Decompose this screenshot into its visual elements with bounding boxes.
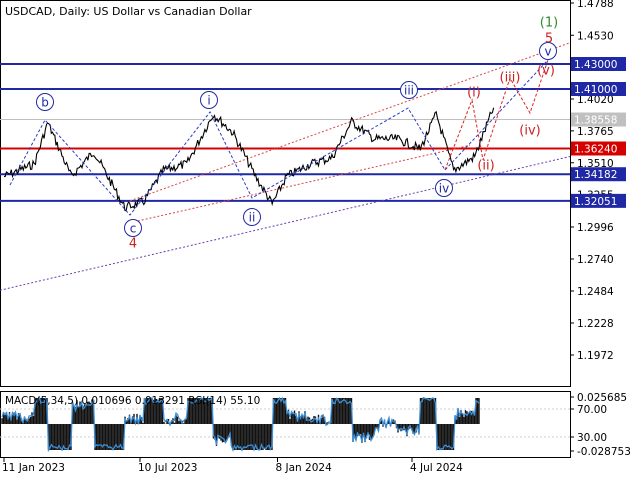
y-tick-label: 1.2740 bbox=[577, 254, 614, 266]
y-tick-label: 1.2484 bbox=[577, 286, 614, 298]
wave-label: v bbox=[544, 45, 551, 59]
wave-label: (iii) bbox=[500, 71, 521, 86]
wave-label: (1) bbox=[540, 16, 558, 31]
level-tag-label: 1.41000 bbox=[574, 84, 617, 96]
indicator-label: MACD(5,34,5) 0.010696 0.013291 RSI(14) 5… bbox=[5, 395, 260, 407]
x-tick-label: 8 Jan 2024 bbox=[276, 462, 333, 474]
wave-label-circle bbox=[36, 93, 54, 111]
level-tag-label: 1.32051 bbox=[574, 196, 617, 208]
level-tag bbox=[571, 193, 626, 208]
wave-label-circle bbox=[400, 81, 418, 99]
wave-zigzag-blue bbox=[9, 59, 549, 216]
wave-label-circle bbox=[200, 91, 218, 109]
wave-label: (iv) bbox=[519, 124, 540, 139]
level-tag-label: 1.36240 bbox=[574, 144, 617, 156]
level-tag bbox=[571, 141, 626, 156]
rsi-line bbox=[1, 396, 480, 453]
level-tag-label: 1.43000 bbox=[574, 59, 617, 71]
current-price-label: 1.38558 bbox=[574, 115, 617, 127]
wave-label: iv bbox=[439, 182, 449, 196]
indicator-tick-label: 70.00 bbox=[577, 404, 607, 416]
indicator-tick-label: -0.028753 bbox=[577, 446, 631, 458]
y-tick-label: 1.3510 bbox=[577, 158, 614, 170]
indicator-tick-label: 30.00 bbox=[577, 432, 607, 444]
x-tick-label: 4 Jul 2024 bbox=[410, 462, 463, 474]
level-tag-label: 1.34182 bbox=[574, 169, 617, 181]
wave-label: 5 bbox=[545, 32, 553, 47]
wave-label: c bbox=[130, 222, 137, 236]
current-price-tag bbox=[571, 112, 626, 127]
y-tick-label: 1.2228 bbox=[577, 318, 614, 330]
wave-label-circle bbox=[435, 179, 453, 197]
chart-title: USDCAD, Daily: US Dollar vs Canadian Dol… bbox=[5, 5, 252, 18]
y-tick-label: 1.3765 bbox=[577, 126, 614, 138]
y-tick-label: 1.4020 bbox=[577, 94, 614, 106]
wave-projection-red bbox=[444, 59, 549, 171]
y-tick-label: 1.4788 bbox=[577, 0, 614, 10]
x-tick-label: 10 Jul 2023 bbox=[138, 462, 197, 474]
y-tick-label: 1.4530 bbox=[577, 30, 614, 42]
price-series-line bbox=[3, 107, 495, 212]
wave-label: iii bbox=[404, 84, 414, 98]
y-tick-label: 1.2996 bbox=[577, 222, 614, 234]
wave-label: b bbox=[41, 96, 49, 110]
lower-channel-line bbox=[0, 156, 571, 291]
wave-label: ii bbox=[249, 211, 256, 225]
wave-label: (ii) bbox=[477, 159, 494, 174]
level-tag bbox=[571, 57, 626, 71]
indicator-tick-label: 0.025685 bbox=[577, 392, 627, 404]
wave-label-circle bbox=[243, 208, 261, 226]
wave-label-circle bbox=[539, 42, 557, 60]
wave-label: (v) bbox=[537, 64, 555, 79]
wave-label-circle bbox=[124, 219, 142, 237]
wave-label: (i) bbox=[467, 86, 481, 101]
wave-label: 4 bbox=[129, 237, 137, 252]
level-tag bbox=[571, 167, 626, 182]
y-tick-label: 1.1972 bbox=[577, 350, 614, 362]
level-tag bbox=[571, 82, 626, 96]
wave-label: i bbox=[207, 94, 210, 108]
x-tick-label: 11 Jan 2023 bbox=[2, 462, 65, 474]
